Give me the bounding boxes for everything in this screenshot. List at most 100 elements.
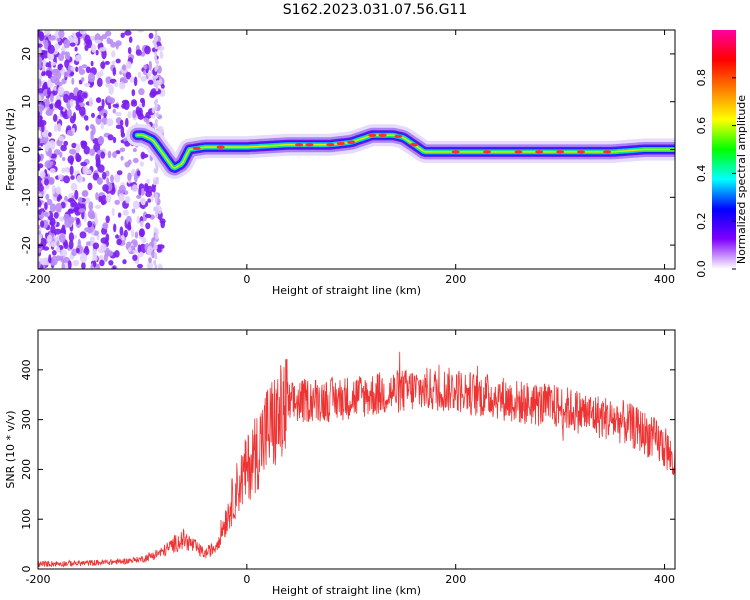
noise-blob: [122, 259, 127, 265]
noise-blob: [101, 98, 105, 109]
noise-blob: [64, 59, 70, 68]
noise-blob: [55, 186, 62, 195]
noise-blob: [53, 113, 58, 122]
noise-blob: [127, 111, 132, 119]
noise-blob: [44, 70, 53, 77]
x-tick-label: 400: [654, 573, 675, 586]
noise-blob: [140, 197, 146, 206]
colorbar: [712, 30, 736, 269]
noise-blob: [115, 42, 119, 50]
noise-blob: [125, 61, 132, 69]
hotspot: [483, 150, 491, 154]
noise-blob: [38, 78, 42, 88]
noise-blob: [125, 71, 132, 80]
noise-blob: [113, 223, 117, 233]
noise-blob: [148, 257, 152, 264]
noise-blob: [127, 172, 132, 181]
noise-blob: [139, 220, 144, 228]
noise-blob: [100, 121, 104, 130]
noise-blob: [106, 250, 114, 257]
hotspot: [368, 133, 377, 137]
noise-blob: [78, 106, 86, 116]
noise-blob: [87, 220, 93, 228]
y-tick-label: 0: [20, 146, 33, 153]
noise-blob: [103, 253, 108, 262]
noise-blob: [137, 113, 144, 120]
noise-blob: [147, 198, 152, 203]
noise-blob: [125, 196, 131, 204]
noise-blob: [155, 176, 159, 182]
noise-blob: [136, 215, 140, 224]
noise-blob: [76, 217, 80, 225]
noise-blob: [48, 147, 53, 158]
noise-blob: [89, 148, 96, 156]
noise-blob: [139, 161, 144, 167]
noise-blob: [128, 36, 133, 43]
noise-blob: [84, 44, 89, 52]
noise-blob: [58, 135, 64, 142]
noise-blob: [69, 42, 76, 47]
spectrogram-area: [38, 30, 675, 269]
noise-blob: [38, 184, 44, 192]
noise-blob: [136, 170, 141, 177]
noise-blob: [59, 233, 66, 243]
noise-blob: [65, 167, 70, 173]
noise-blob: [55, 246, 61, 253]
hotspot: [535, 150, 544, 154]
noise-blob: [100, 151, 106, 159]
noise-blob: [100, 243, 107, 252]
noise-blob: [69, 148, 77, 155]
noise-blob: [119, 147, 126, 153]
noise-blob: [84, 34, 91, 45]
noise-blob: [54, 228, 62, 235]
noise-blob: [130, 229, 135, 238]
noise-blob: [95, 97, 102, 103]
noise-blob: [48, 132, 52, 138]
noise-blob: [121, 99, 129, 105]
noise-blob: [63, 39, 71, 49]
noise-blob: [61, 167, 66, 174]
noise-blob: [55, 81, 63, 87]
noise-blob: [132, 157, 139, 164]
noise-blob: [38, 56, 43, 65]
noise-blob: [120, 155, 124, 161]
noise-blob: [154, 37, 158, 43]
noise-blob: [138, 88, 145, 96]
noise-blob: [93, 143, 101, 153]
colorbar-tick-label: 0.4: [695, 165, 708, 183]
noise-blob: [73, 234, 78, 240]
noise-blob: [84, 227, 91, 233]
hotspot: [556, 150, 565, 154]
noise-blob: [108, 84, 114, 95]
noise-blob: [76, 174, 83, 184]
noise-blob: [80, 161, 88, 167]
noise-blob: [130, 100, 138, 107]
noise-blob: [67, 197, 75, 203]
noise-blob: [110, 174, 114, 183]
noise-blob: [105, 215, 110, 224]
y-tick-label: -20: [20, 236, 33, 254]
noise-blob: [88, 97, 93, 107]
hotspot: [394, 134, 403, 139]
noise-blob: [96, 72, 102, 79]
noise-blob: [39, 138, 45, 144]
noise-blob: [101, 49, 107, 60]
noise-blob: [145, 213, 152, 219]
noise-blob: [60, 249, 68, 257]
noise-blob: [69, 165, 74, 176]
x-tick-label: 0: [243, 573, 250, 586]
noise-blob: [111, 50, 116, 58]
noise-blob: [61, 224, 66, 235]
noise-blob: [114, 173, 121, 183]
noise-blob: [110, 41, 117, 48]
noise-blob: [127, 221, 131, 230]
noise-blob: [122, 79, 129, 84]
noise-blob: [96, 177, 103, 185]
noise-blob: [112, 103, 120, 108]
noise-blob: [39, 170, 46, 179]
noise-blob: [106, 118, 114, 127]
noise-blob: [111, 60, 116, 65]
noise-blob: [155, 112, 159, 118]
noise-blob: [45, 62, 50, 68]
noise-blob: [48, 35, 56, 41]
